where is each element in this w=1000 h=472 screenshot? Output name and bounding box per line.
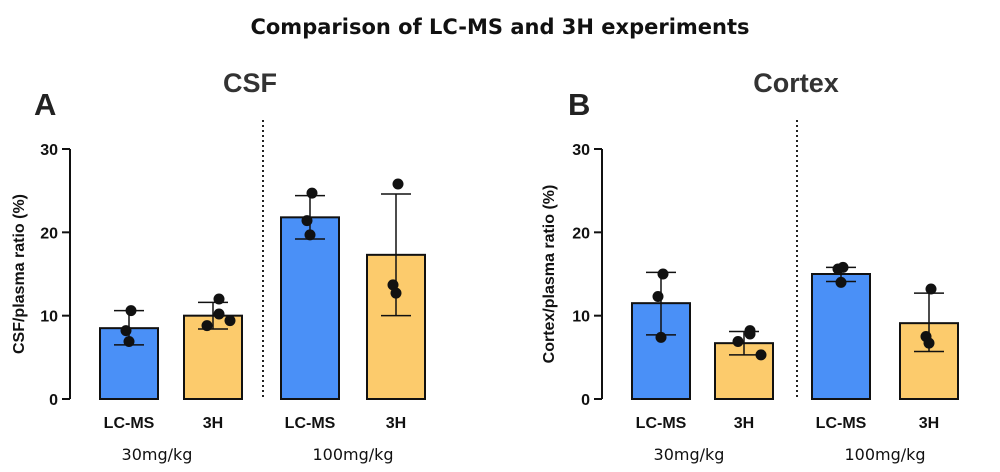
x-group-label: 100mg/kg xyxy=(312,445,393,464)
data-point xyxy=(744,328,756,340)
y-tick-label: 10 xyxy=(40,309,58,326)
x-category-label: 3H xyxy=(386,415,406,432)
data-point xyxy=(925,283,937,295)
data-point xyxy=(304,229,316,241)
panel-b-plot: 0 10 20 30 LC-MS 3H LC-MS 3H 30mg/kg 100mg/kg xyxy=(572,120,959,464)
x-group-label: 100mg/kg xyxy=(844,445,925,464)
x-category-label: LC-MS xyxy=(104,415,155,432)
y-tick-label: 0 xyxy=(581,392,590,409)
data-point xyxy=(832,263,844,275)
panel-a: A CSF CSF/plasma ratio (%) 0 10 20 30 LC-MS 3… xyxy=(11,68,426,464)
panel-a-plot: 0 10 20 30 LC-MS 3H LC-MS 3H 30mg/kg 100mg/kg xyxy=(40,120,426,464)
data-point xyxy=(652,291,664,302)
panel-b: B Cortex Cortex/plasma ratio (%) 0 10 20 30… xyxy=(541,68,959,464)
data-point xyxy=(125,305,137,317)
y-tick-label: 20 xyxy=(40,225,58,242)
y-tick-label: 0 xyxy=(49,392,58,409)
x-category-label: LC-MS xyxy=(285,415,336,432)
data-point xyxy=(123,336,135,347)
data-point xyxy=(306,187,318,199)
panel-b-title: Cortex xyxy=(753,68,839,98)
data-point xyxy=(835,276,847,288)
x-category-label: 3H xyxy=(203,415,223,432)
data-point xyxy=(387,279,399,291)
panel-a-letter: A xyxy=(34,87,56,122)
data-point xyxy=(755,349,767,361)
y-tick-label: 20 xyxy=(572,225,590,242)
x-group-label: 30mg/kg xyxy=(122,445,193,464)
x-category-label: LC-MS xyxy=(816,415,867,432)
data-point xyxy=(120,325,132,337)
data-point xyxy=(213,308,225,320)
x-group-label: 30mg/kg xyxy=(654,445,725,464)
bar-lc-ms-100mg-kg xyxy=(811,273,871,400)
x-category-label: LC-MS xyxy=(636,415,687,432)
panel-b-y-axis-label: Cortex/plasma ratio (%) xyxy=(541,185,558,364)
y-tick-label: 30 xyxy=(40,142,58,159)
bar-3h-100mg-kg xyxy=(366,253,426,400)
data-point xyxy=(732,336,744,347)
data-point xyxy=(657,268,669,280)
data-point xyxy=(224,315,236,327)
x-category-label: 3H xyxy=(734,415,754,432)
data-point xyxy=(655,331,667,343)
data-point xyxy=(390,287,402,299)
data-point xyxy=(392,178,404,190)
data-point xyxy=(923,337,935,349)
panel-a-title: CSF xyxy=(223,68,277,98)
y-tick-label: 10 xyxy=(572,309,590,326)
x-category-label: 3H xyxy=(919,415,939,432)
data-point xyxy=(201,320,213,332)
bar-lc-ms-100mg-kg xyxy=(280,216,340,400)
figure-title: Comparison of LC-MS and 3H experiments xyxy=(250,15,749,39)
data-point xyxy=(213,293,225,305)
data-point xyxy=(301,215,313,227)
panel-b-letter: B xyxy=(568,87,590,122)
y-tick-label: 30 xyxy=(572,142,590,159)
panel-a-y-axis-label: CSF/plasma ratio (%) xyxy=(11,194,28,354)
